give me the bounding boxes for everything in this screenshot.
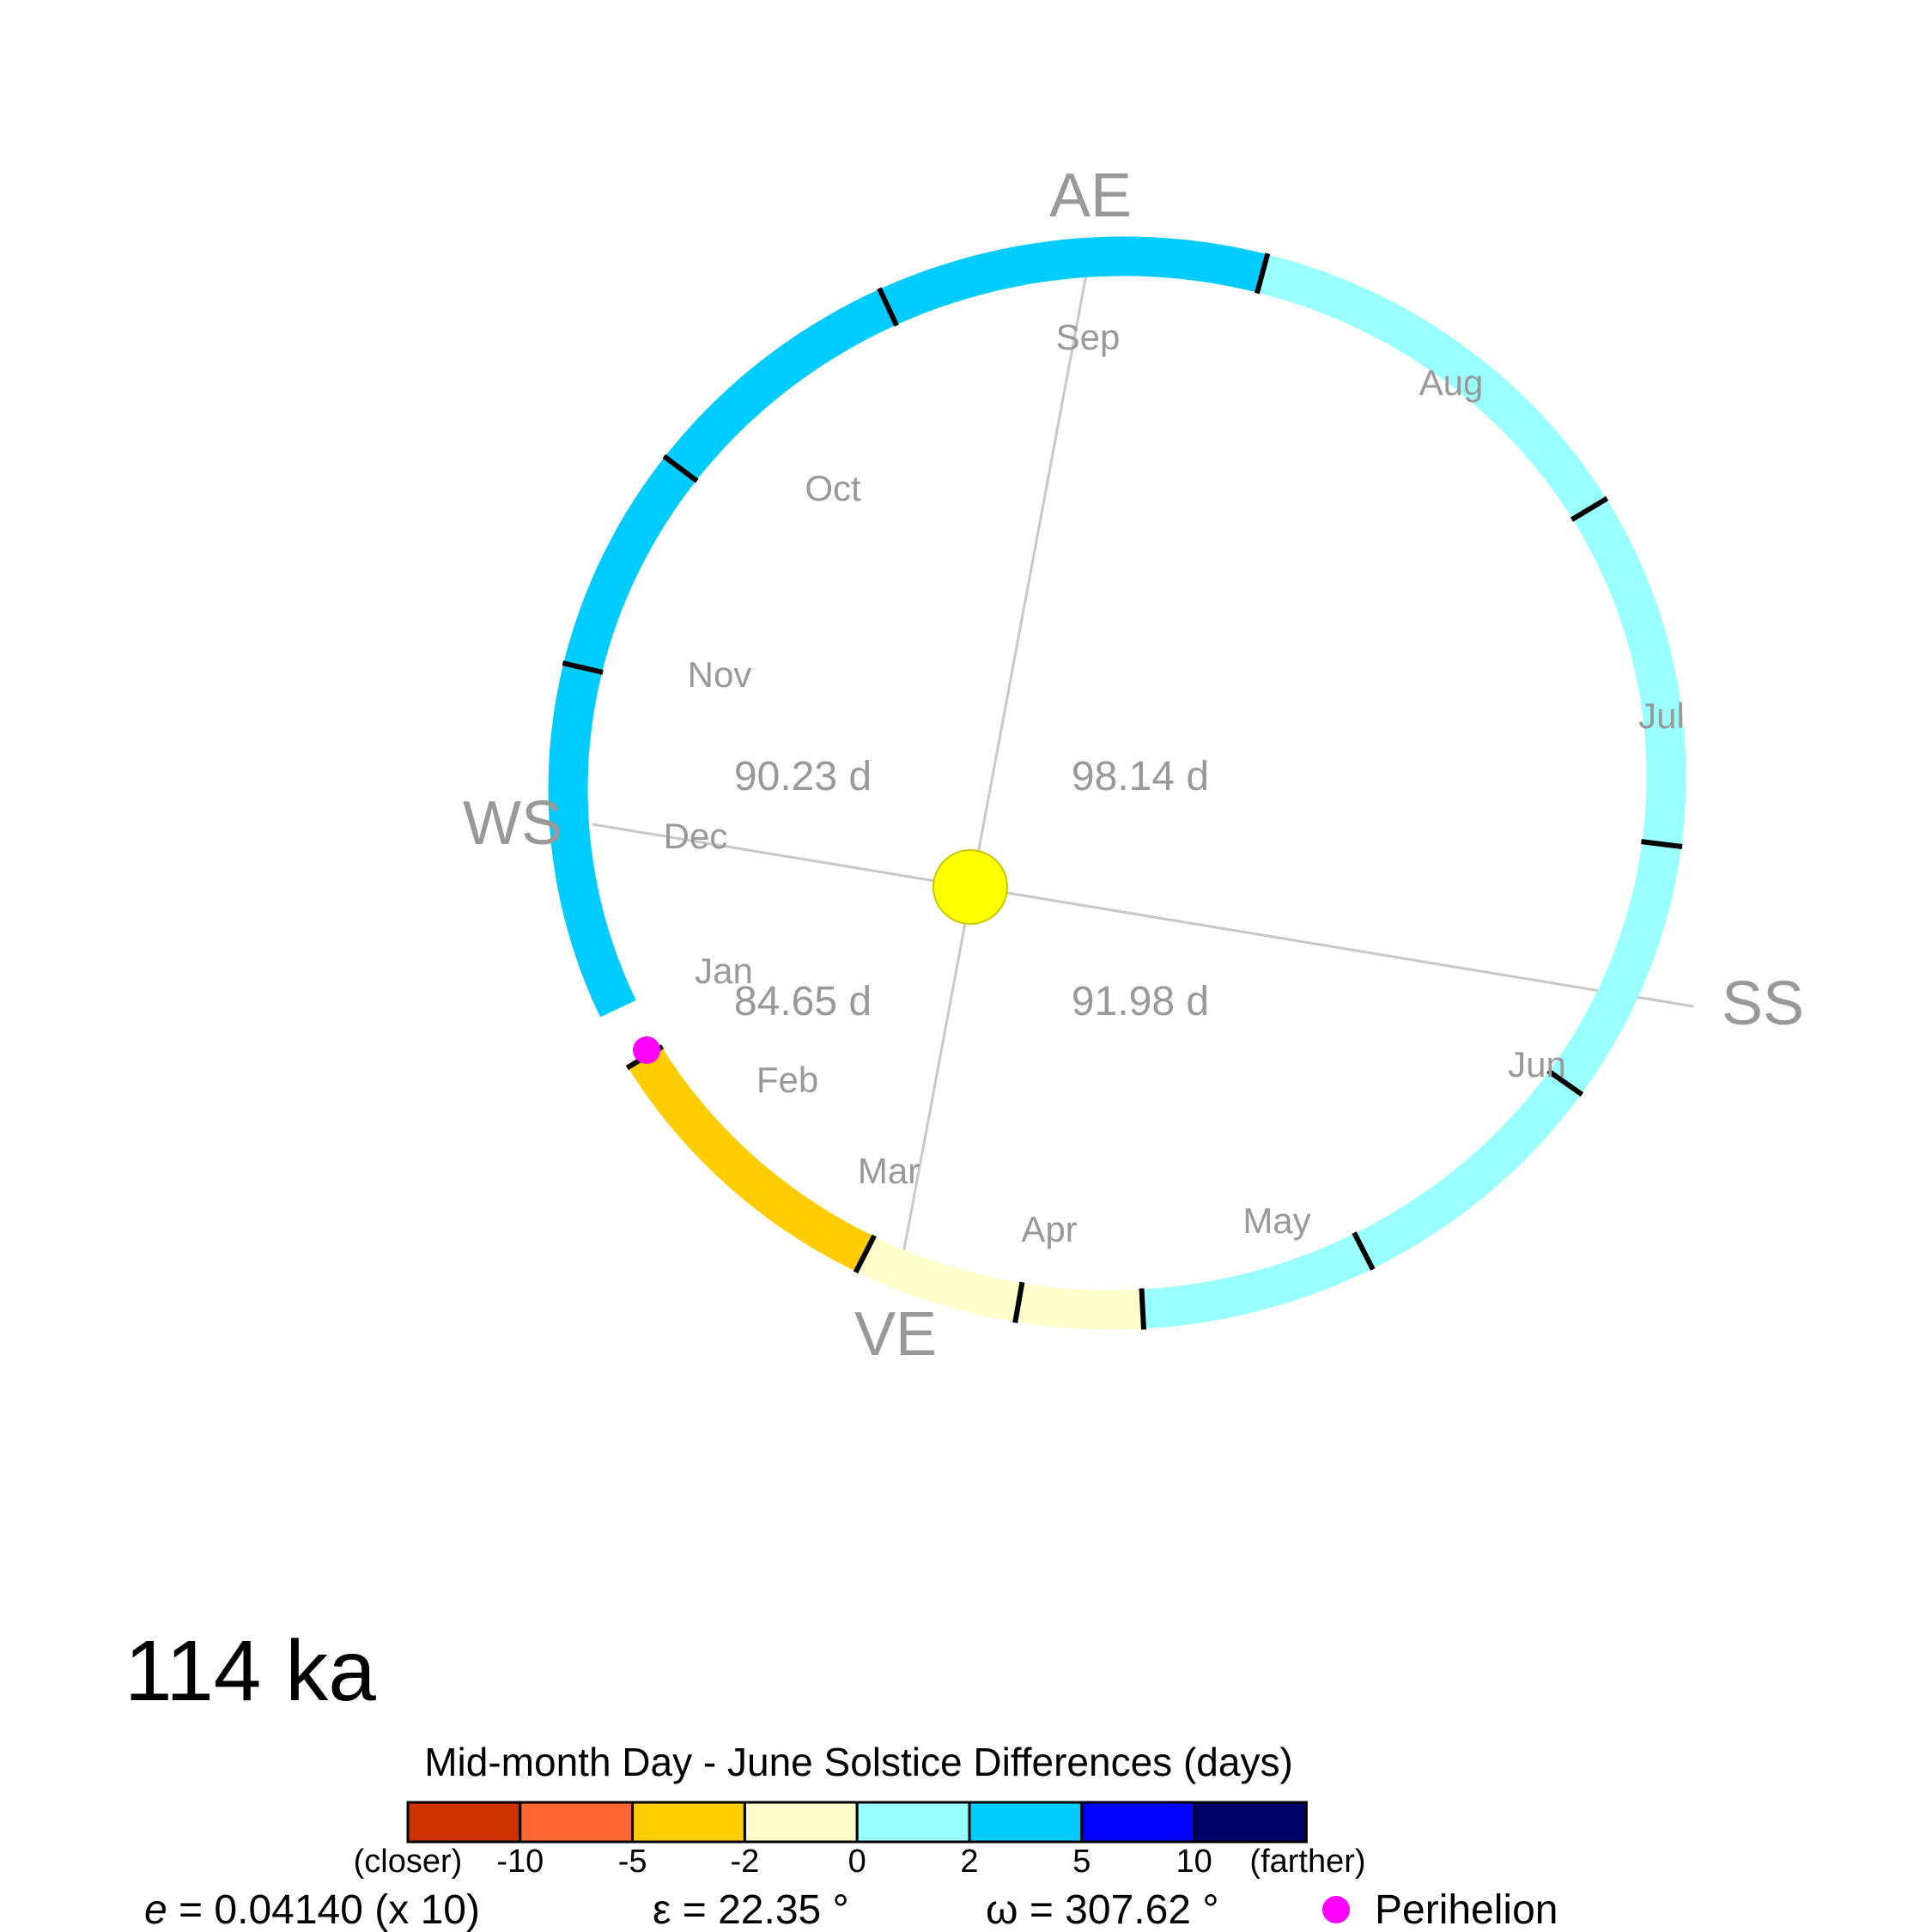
season-length-upper-right: 98.14 d xyxy=(1072,754,1209,799)
month-label-aug: Aug xyxy=(1419,362,1484,403)
legend-tick-label: -10 xyxy=(496,1844,544,1880)
legend-tick-label: -2 xyxy=(731,1844,760,1880)
month-tick xyxy=(1012,1281,1025,1324)
page-title: 114 ka xyxy=(125,1623,376,1719)
legend-tick-label: 0 xyxy=(848,1844,866,1880)
month-label-jul: Jul xyxy=(1638,696,1685,736)
month-tick xyxy=(662,453,699,483)
perihelion-legend-dot xyxy=(1322,1896,1350,1923)
solstice-axis xyxy=(592,823,1694,1008)
legend-swatch xyxy=(1193,1801,1308,1844)
month-tick xyxy=(1546,1068,1584,1097)
month-tick xyxy=(1352,1231,1376,1271)
legend-swatch xyxy=(743,1801,859,1844)
eccentricity-symbol: e xyxy=(144,1887,167,1932)
month-tick xyxy=(877,287,899,327)
orbit-segment-apr xyxy=(1141,1233,1373,1329)
orbit-segment-jan xyxy=(628,1046,874,1272)
month-tick xyxy=(1570,495,1609,522)
sun-icon xyxy=(933,849,1008,925)
month-tick xyxy=(853,1234,877,1274)
ss-label: SS xyxy=(1722,969,1804,1038)
season-length-lower-left: 84.65 d xyxy=(734,979,872,1024)
ws-label: WS xyxy=(463,789,562,858)
orbit-segment-mar xyxy=(1015,1283,1145,1330)
month-tick xyxy=(1254,252,1271,295)
orbit-segment-oct xyxy=(665,289,896,482)
month-label-may: May xyxy=(1242,1200,1310,1241)
legend-swatch xyxy=(1080,1801,1196,1844)
legend-tick-label: 2 xyxy=(960,1844,978,1880)
legend-closer-note: (closer) xyxy=(354,1844,463,1880)
month-tick xyxy=(1139,1288,1147,1330)
month-label-dec: Dec xyxy=(664,816,728,856)
legend-colorbar xyxy=(406,1801,1308,1844)
legend-tick-label: -5 xyxy=(618,1844,647,1880)
obliquity-readout: ε = 22.35 ° xyxy=(653,1887,849,1932)
ve-label: VE xyxy=(854,1300,937,1369)
month-label-mar: Mar xyxy=(858,1151,920,1191)
month-label-sep: Sep xyxy=(1056,317,1121,357)
month-label-nov: Nov xyxy=(688,654,752,695)
eccentricity-readout: e = 0.04140 (x 10) xyxy=(144,1887,480,1932)
perihelion-marker xyxy=(633,1036,660,1064)
legend-swatch xyxy=(519,1801,635,1844)
equinox-axis xyxy=(896,241,1094,1287)
month-tick xyxy=(562,660,604,675)
month-tick xyxy=(1641,839,1683,849)
month-label-jan: Jan xyxy=(695,951,753,991)
legend-title: Mid-month Day - June Solstice Difference… xyxy=(424,1740,1293,1784)
month-label-apr: Apr xyxy=(1021,1209,1077,1249)
legend-farther-note: (farther) xyxy=(1249,1844,1365,1880)
legend-swatch xyxy=(855,1801,971,1844)
legend-swatch xyxy=(968,1801,1084,1844)
perihelion-longitude-readout: ω = 307.62 ° xyxy=(986,1887,1219,1932)
orbit-segment-sep xyxy=(879,236,1267,325)
month-label-oct: Oct xyxy=(805,468,861,508)
orbit-segment-jul xyxy=(1572,498,1686,847)
month-label-jun: Jun xyxy=(1508,1044,1566,1084)
orbit-segment-may xyxy=(1354,1071,1582,1269)
orbit-segment-jun xyxy=(1549,841,1682,1095)
legend-tick-labels: -10 -5 -2 0 2 5 10 xyxy=(496,1844,1212,1880)
month-label-feb: Feb xyxy=(756,1060,818,1100)
legend-tick-label: 5 xyxy=(1072,1844,1091,1880)
orbit-segment-nov xyxy=(563,456,696,673)
season-length-upper-left: 90.23 d xyxy=(734,754,872,799)
legend-tick-label: 10 xyxy=(1176,1844,1212,1880)
perihelion-legend-label: Perihelion xyxy=(1375,1887,1558,1932)
eccentricity-value: = 0.04140 (x 10) xyxy=(167,1887,480,1932)
ae-label: AE xyxy=(1049,161,1132,230)
orbit-segment-aug xyxy=(1257,254,1607,520)
orbit-segment-feb xyxy=(856,1236,1022,1322)
orbit-ring xyxy=(548,236,1686,1330)
legend-swatch xyxy=(406,1801,522,1844)
legend-swatch xyxy=(631,1801,746,1844)
season-length-lower-right: 91.98 d xyxy=(1072,979,1209,1024)
orbit-segment-dec xyxy=(548,663,636,1018)
